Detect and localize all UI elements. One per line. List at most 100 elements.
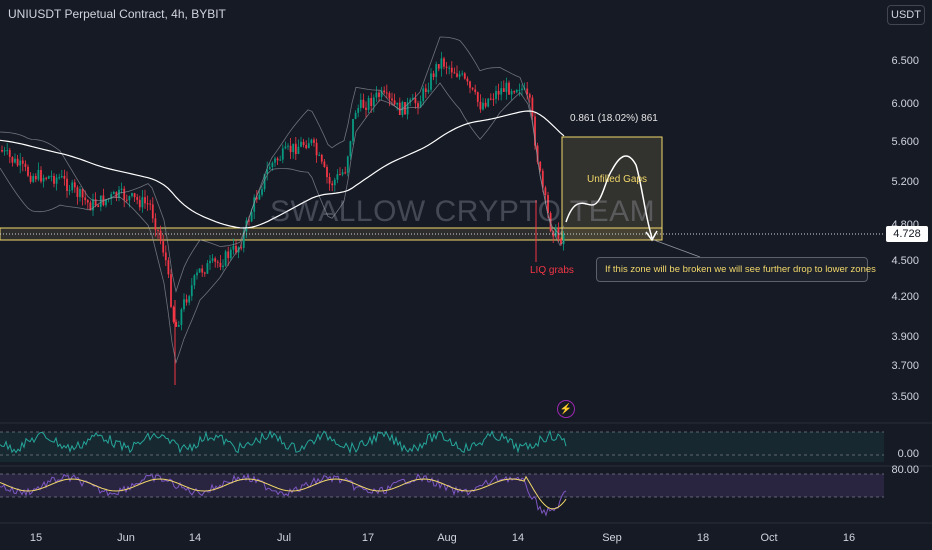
current-price-tag: 4.728 [886,226,928,242]
candle-body [250,211,253,222]
price-tick: 3.900 [891,331,919,343]
candle-body [341,172,344,175]
chart-title: UNIUSDT Perpetual Contract, 4h, BYBIT [8,7,226,21]
candle-body [185,299,188,303]
watermark: SWALLOW CRYPTO TEAM [270,195,656,228]
candle-body [27,166,29,176]
candle-body [214,258,217,262]
candle-body [81,189,84,198]
candle-body [435,64,438,77]
candle-body [393,100,396,105]
candle-body [110,194,113,199]
candle-body [89,202,92,211]
candle-body [450,67,453,73]
time-tick: Sep [602,532,622,544]
candle-body [367,98,370,110]
candle-body [11,156,14,163]
candle-body [440,58,443,69]
candle-body [131,193,133,197]
candle-body [315,142,318,156]
unfilled-gaps-label: Unfilled Gaps [587,174,648,185]
candle-body [487,98,490,107]
candle-body [534,116,536,146]
candle-body [528,94,531,98]
price-tick: 5.600 [891,136,919,148]
candle-body [536,145,539,162]
candle-body [471,87,474,90]
candle-body [193,275,196,286]
time-tick: Jun [117,532,135,544]
candle-body [125,199,128,201]
liq-grabs-label: LIQ grabs [530,265,574,276]
candle-body [398,102,401,116]
candle-body [29,175,32,182]
candle-body [58,177,61,179]
candle-body [53,175,55,184]
candle-body [372,97,375,106]
candle-body [94,199,97,206]
candle-body [370,98,373,106]
candle-body [258,194,261,200]
candle-body [141,197,144,208]
candle-body [346,156,349,173]
candle-body [336,174,339,180]
oscillator-tick: 0.00 [897,448,919,460]
candle-body [331,183,334,186]
candle-body [170,274,172,307]
candle-body [354,112,357,119]
candle-body [138,199,141,208]
candle-body [123,188,126,200]
candle-body [396,102,399,105]
candle-body [281,148,284,160]
candle-body [448,67,451,69]
candle-body [430,73,432,90]
candle-body [388,93,391,99]
candle-body [307,143,310,149]
candle-body [294,143,297,155]
candle-body [531,97,534,117]
candle-body [235,245,237,253]
candle-body [21,160,24,164]
oscillator-tick: 80.00 [891,464,919,476]
time-tick: 16 [842,532,856,544]
candle-body [99,195,102,207]
moving-average-line [0,110,565,229]
currency-button[interactable]: USDT [887,5,925,25]
candle-body [489,98,492,100]
candle-body [268,167,271,170]
candle-body [47,176,50,179]
candle-body [86,200,89,203]
candle-body [310,139,313,144]
candle-body [198,268,201,273]
candle-body [180,309,183,326]
candle-body [422,88,425,102]
candle-body [175,321,178,327]
candle-body [508,82,510,95]
candle-body [515,89,518,93]
candle-body [427,89,430,93]
price-tick: 4.500 [891,255,919,267]
candle-body [172,306,175,322]
oscillator-band [0,432,884,462]
candle-body [560,238,562,245]
price-tick: 3.700 [891,360,919,372]
candle-body [328,177,331,184]
candle-body [469,81,471,88]
lightning-icon[interactable]: ⚡ [557,400,575,418]
candle-body [383,90,386,93]
candle-body [518,89,521,91]
candle-body [513,91,516,93]
candle-body [458,74,461,77]
candle-body [266,169,269,175]
candle-body [6,150,9,152]
candle-body [406,102,409,115]
candle-body [219,262,222,268]
stoch-band [0,474,884,497]
candle-body [188,296,191,303]
candle-body [292,143,295,153]
candle-body [385,92,388,94]
candle-body [19,160,22,166]
candle-body [333,179,336,186]
callout-note[interactable]: If this zone will be broken we will see … [596,257,876,282]
